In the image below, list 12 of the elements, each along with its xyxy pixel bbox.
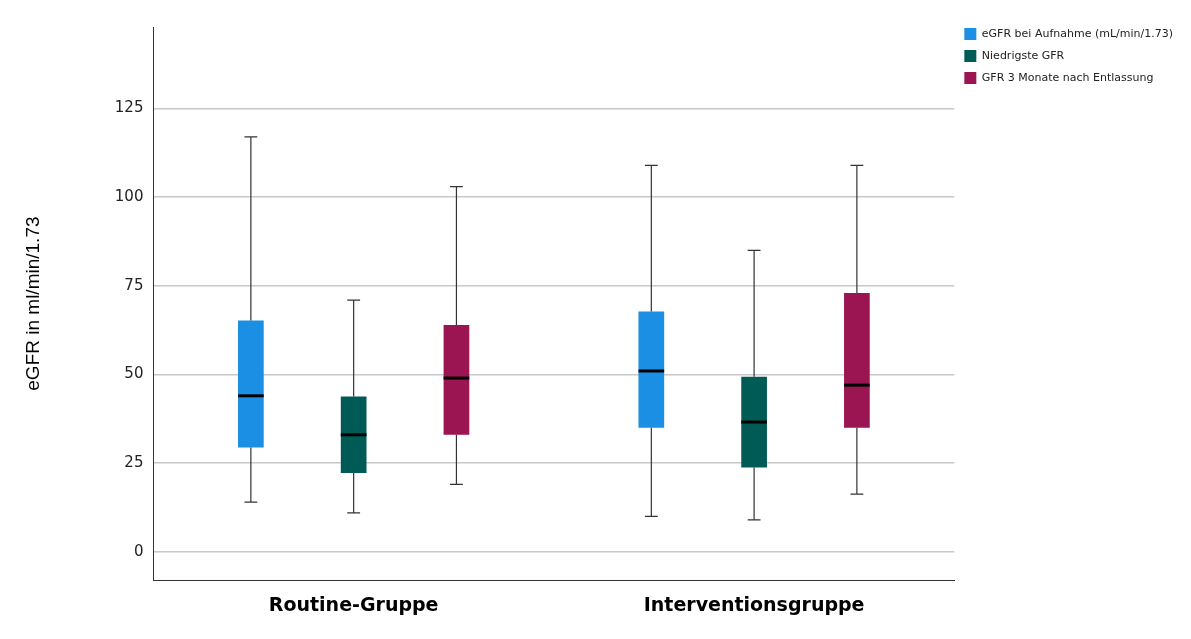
y-tick-label: 25 — [124, 453, 144, 472]
y-tick-label: 0 — [133, 541, 144, 560]
x-tick-label: Interventionsgruppe — [643, 592, 865, 615]
legend-label: GFR 3 Monate nach Entlassung — [981, 70, 1154, 84]
y-axis-title: eGFR in ml/min/1.73 — [21, 216, 43, 391]
y-tick-label: 50 — [124, 364, 144, 383]
x-tick-label: Routine-Gruppe — [268, 592, 439, 615]
legend-label: Niedrigste GFR — [981, 48, 1065, 62]
y-tick-label: 75 — [124, 275, 144, 294]
y-tick-label: 125 — [114, 98, 144, 117]
legend-label: eGFR bei Aufnahme (mL/min/1.73) — [981, 26, 1173, 40]
y-tick-label: 100 — [114, 187, 144, 206]
